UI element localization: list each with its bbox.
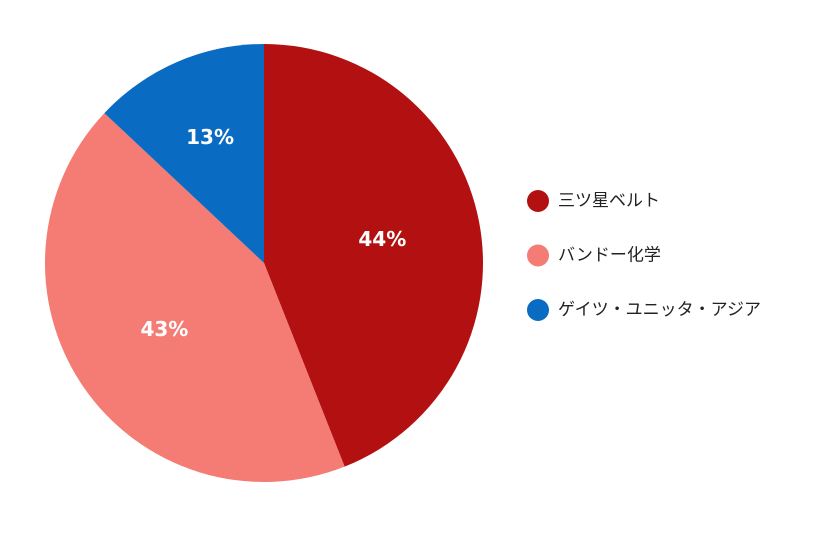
- data-label: 43%: [140, 317, 188, 341]
- pie-slice: [45, 113, 345, 483]
- legend-marker: [527, 299, 549, 321]
- data-label: 44%: [358, 227, 406, 251]
- legend-label: バンドー化学: [558, 246, 661, 266]
- data-label: 13%: [186, 125, 234, 149]
- legend-label: 三ツ星ベルト: [558, 191, 660, 211]
- legend-label: ゲイツ・ユニッタ・アジア: [558, 300, 761, 320]
- legend-marker: [527, 244, 549, 267]
- pie-slice: [104, 44, 265, 263]
- pie-slice: [264, 44, 483, 467]
- legend-marker: [527, 190, 549, 212]
